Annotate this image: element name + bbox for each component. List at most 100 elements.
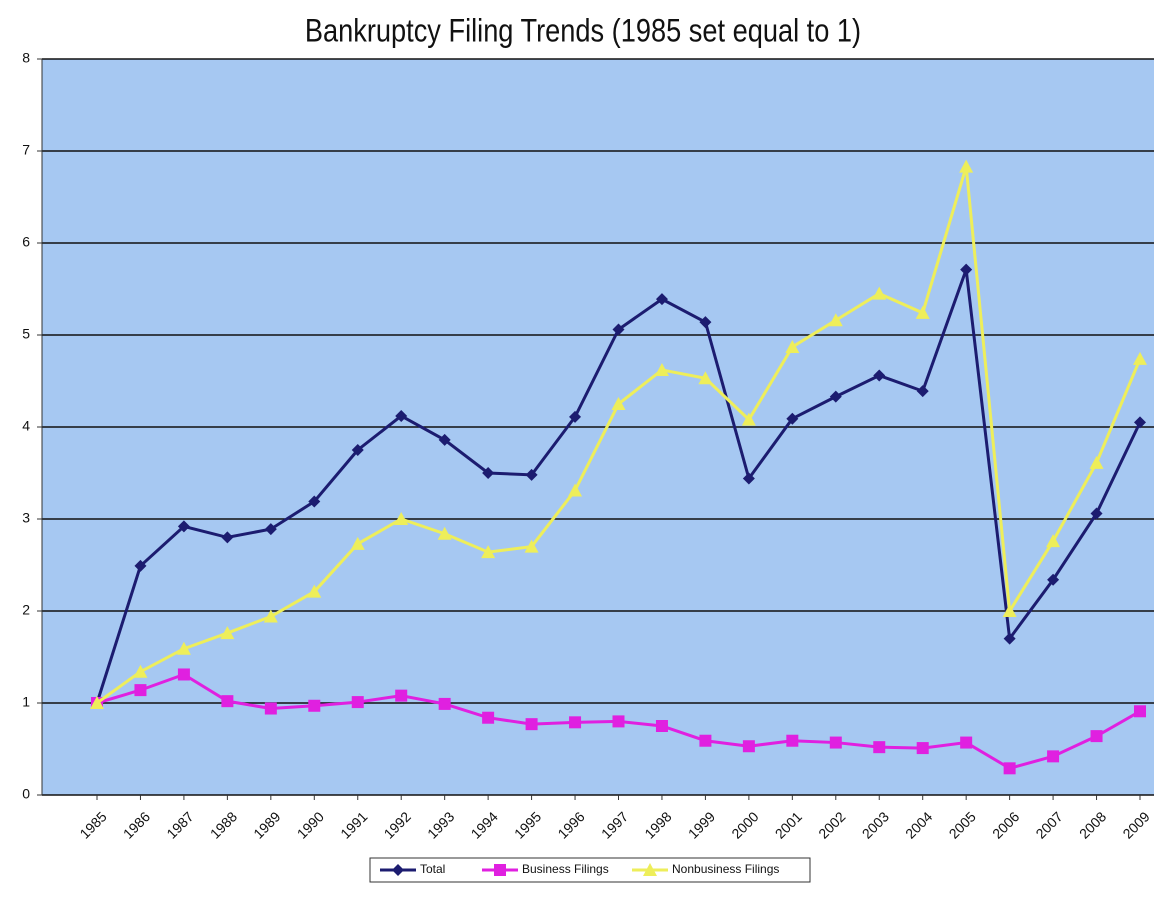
x-tick-label: 1990 [294,808,327,841]
data-point [786,412,799,425]
data-point [176,641,191,655]
x-tick-label: 1991 [337,808,370,841]
x-tick-label: 2007 [1032,808,1065,841]
data-point [741,412,756,426]
legend-label: Nonbusiness Filings [672,862,779,876]
x-tick-label: 1986 [120,808,153,841]
data-point [264,523,277,536]
x-tick-label: 1999 [685,808,718,841]
data-point [960,736,973,749]
x-tick-label: 2005 [946,808,979,841]
data-point [1090,507,1103,520]
legend-marker [643,863,657,876]
data-point [1047,573,1060,586]
data-point [177,520,190,533]
data-point [1046,534,1061,548]
data-point [873,369,886,382]
x-tick-label: 1988 [207,808,240,841]
x-tick-label: 1992 [381,808,414,841]
data-point [134,559,147,572]
x-tick-label: 2003 [859,808,892,841]
data-point [438,433,451,446]
data-point [1047,750,1060,763]
x-tick-label: 1985 [76,808,109,841]
x-tick-label: 1993 [424,808,457,841]
x-tick-label: 1998 [641,808,674,841]
y-tick-label: 5 [22,326,30,342]
data-point [351,444,364,456]
x-tick-label: 2000 [728,808,761,841]
data-point [960,263,973,276]
x-tick-label: 1989 [250,808,283,841]
y-tick-label: 3 [22,510,30,526]
data-point [133,664,148,678]
data-point [699,734,712,747]
data-point [482,467,495,479]
x-tick-label: 2002 [815,808,848,841]
data-point [263,609,278,623]
data-point [785,339,800,353]
data-point [395,689,408,702]
x-tick-label: 1997 [598,808,631,841]
y-tick-label: 8 [22,50,30,66]
data-point [438,697,451,710]
data-point [786,734,799,747]
x-tick-label: 2004 [902,808,935,841]
data-point [742,472,755,485]
data-point [959,159,974,173]
data-point [611,397,626,410]
data-point [395,409,408,422]
data-point [350,536,365,550]
data-point [437,526,452,540]
data-point [655,720,668,732]
x-tick-label: 2006 [989,808,1022,841]
legend-box [369,857,811,883]
data-point [916,385,929,398]
data-point [569,716,582,729]
data-point [654,362,669,376]
data-point [220,626,235,640]
y-tick-label: 1 [22,694,30,710]
data-point [482,711,495,724]
data-point [525,468,538,481]
data-point [308,495,321,508]
y-tick-label: 6 [22,234,30,250]
data-point [569,410,582,423]
data-point [698,371,713,385]
data-point [264,702,277,715]
x-tick-label: 1987 [163,808,196,841]
data-point [655,293,668,306]
x-tick-label: 2001 [772,808,805,841]
legend-label: Business Filings [522,862,609,876]
y-tick-label: 4 [22,418,30,434]
x-tick-label: 2008 [1076,808,1109,841]
data-point [221,695,234,708]
data-point [916,742,929,755]
data-point [90,696,104,709]
data-point [1003,762,1016,775]
data-point [872,286,887,300]
data-point [134,684,147,697]
data-point [1134,416,1146,429]
x-tick-label: 1996 [554,808,587,841]
data-point [1002,604,1017,617]
data-point [525,718,538,731]
x-tick-label: 1994 [468,808,501,841]
data-point [1090,730,1103,743]
data-point [308,699,321,712]
chart-title: Bankruptcy Filing Trends (1985 set equal… [305,13,861,49]
data-point [481,545,496,559]
data-point [221,531,234,544]
data-point [829,736,842,749]
data-point [612,715,625,728]
data-point [828,313,843,327]
data-point [1133,351,1147,365]
data-point [699,316,712,329]
x-tick-label: 1995 [511,808,544,841]
legend-marker [494,864,506,876]
data-point [177,668,190,681]
data-point [1089,455,1104,469]
legend-marker [392,864,404,876]
data-point [829,390,842,403]
